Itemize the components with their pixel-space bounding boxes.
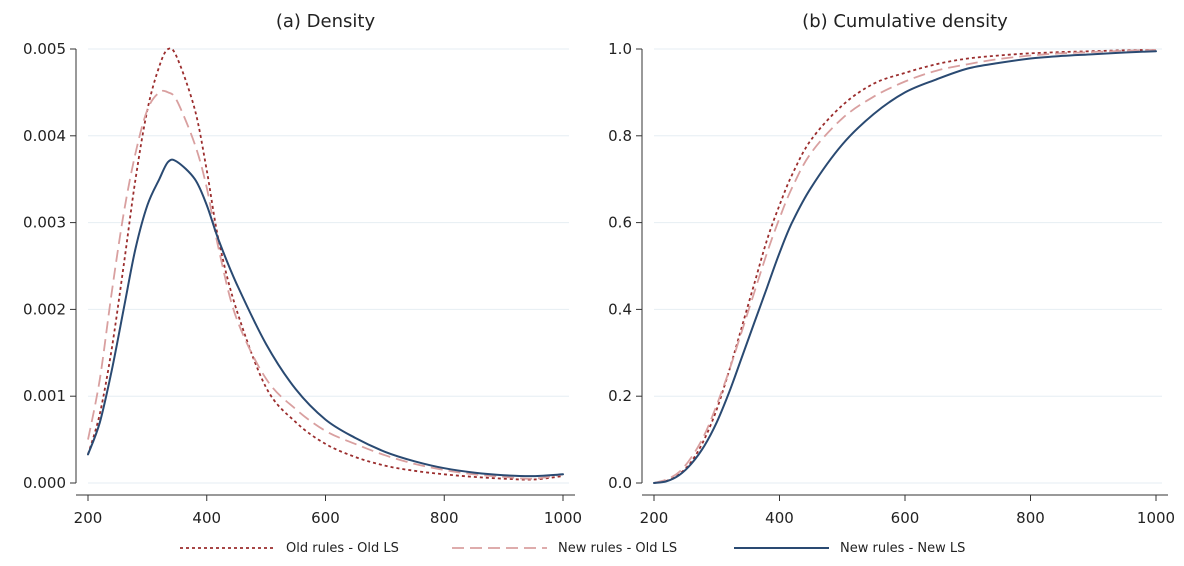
y-tick-label: 0.8 [608,127,632,145]
y-tick-label: 0.004 [23,127,66,145]
x-tick-label: 1000 [1137,509,1175,527]
x-tick-label: 600 [891,509,920,527]
x-tick-label: 400 [192,509,221,527]
y-tick-label: 0.003 [23,214,66,232]
y-tick-label: 0.005 [23,40,66,58]
x-tick-label: 400 [765,509,794,527]
y-tick-label: 1.0 [608,40,632,58]
legend-label-new-rules-new-ls: New rules - New LS [840,541,965,556]
legend: Old rules - Old LS New rules - Old LS New … [180,541,965,556]
y-tick-label: 0.2 [608,387,632,405]
series-line-old-rules-old-ls-cumulative [653,49,1157,484]
series-line-old-rules-old-ls-density [87,47,564,481]
x-tick-label: 800 [430,509,459,527]
legend-label-new-rules-old-ls: New rules - Old LS [558,541,677,556]
series-line-new-rules-new-ls-density [87,158,564,478]
series-line-new-rules-new-ls-cumulative [653,50,1157,484]
y-tick-label: 0.0 [608,474,632,492]
panel-density: (a) Density 0.000 0.001 0.002 0.003 0.004 0.00… [23,11,582,527]
y-tick-label: 0.001 [23,387,66,405]
y-tick-label: 0.6 [608,214,632,232]
x-tick-label: 200 [640,509,669,527]
y-tick-label: 0.002 [23,300,66,318]
x-tick-label: 200 [74,509,103,527]
legend-label-old-rules-old-ls: Old rules - Old LS [286,541,399,556]
chart-title-density: (a) Density [276,11,376,32]
y-tick-label: 0.000 [23,474,66,492]
x-tick-label: 600 [311,509,340,527]
panel-cumulative-density: (b) Cumulative density 0.0 0.2 0.4 0.6 0.8 1.0… [608,11,1175,527]
x-tick-label: 1000 [544,509,582,527]
series-line-new-rules-old-ls-density [87,89,564,480]
y-tick-label: 0.4 [608,300,632,318]
x-tick-label: 800 [1016,509,1045,527]
series-line-new-rules-old-ls-cumulative [653,49,1157,484]
chart-title-cumulative: (b) Cumulative density [802,11,1008,32]
